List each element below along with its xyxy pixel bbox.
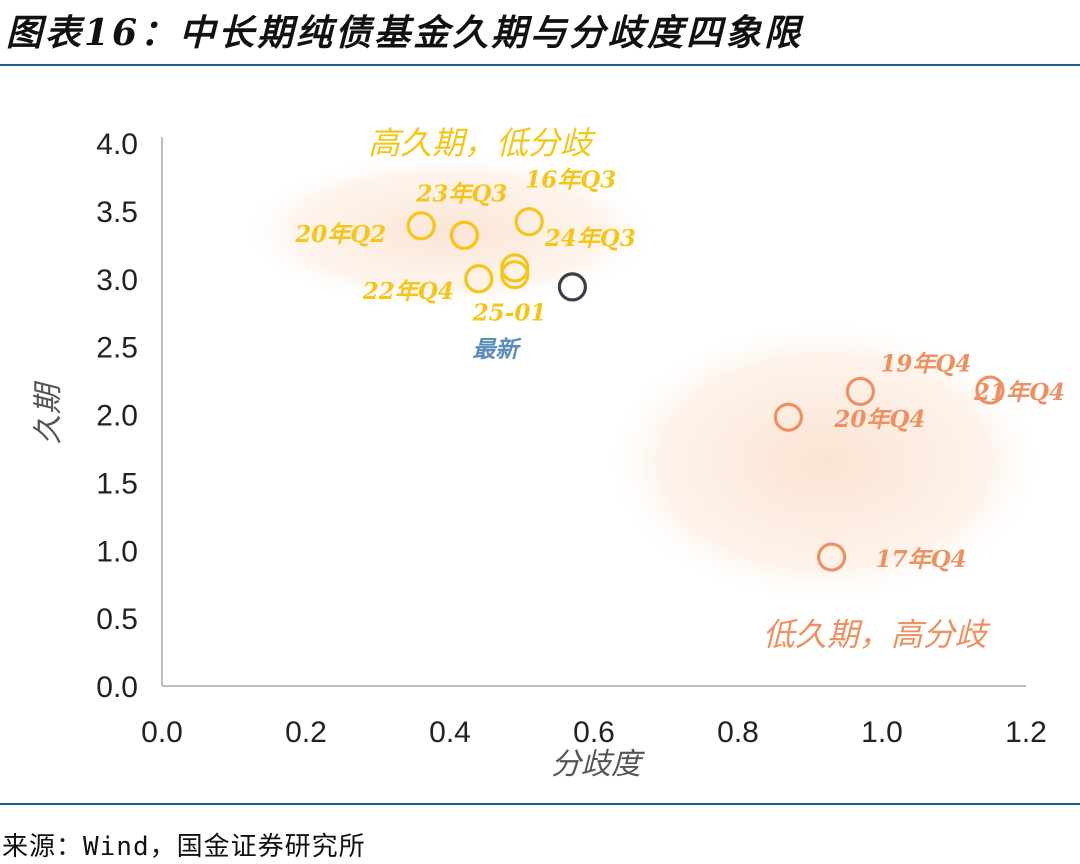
cluster-shade-high-duration: [240, 153, 660, 310]
data-point-label: 24年Q3: [544, 225, 636, 252]
chart-title: 图表16：中长期纯债基金久期与分歧度四象限: [6, 12, 804, 54]
y-axis-title: 久期: [31, 381, 66, 445]
data-point-label: 23年Q3: [415, 180, 507, 207]
data-point: [816, 542, 847, 572]
y-tick-label: 2.5: [96, 332, 138, 365]
top-divider: [0, 64, 1080, 66]
bottom-divider: [0, 803, 1080, 805]
y-tick-label: 1.0: [96, 535, 138, 568]
region-label: 高久期，低分歧: [368, 124, 596, 162]
data-point-label: 16年Q3: [525, 167, 616, 194]
data-point: [500, 253, 530, 283]
data-point-label: 20年Q2: [294, 221, 386, 248]
data-point: [773, 402, 804, 432]
y-tick-label: 0.0: [96, 671, 138, 704]
x-tick-label: 0.2: [285, 716, 327, 749]
x-tick-label: 0.0: [141, 716, 183, 749]
source-note: 来源：Wind，国金证券研究所: [2, 832, 366, 862]
y-tick-label: 3.0: [96, 264, 138, 297]
data-point: [845, 376, 876, 407]
region-label: 低久期，高分歧: [763, 615, 991, 653]
x-tick-label: 1.0: [861, 716, 903, 749]
data-point: [514, 207, 544, 237]
data-point-label: 25-01: [472, 300, 547, 327]
cluster-shade-high-divergence: [604, 320, 1045, 605]
data-point-label: 最新: [472, 336, 522, 363]
y-tick-label: 0.5: [96, 603, 138, 636]
data-point: [500, 260, 530, 290]
y-tick-label: 3.5: [96, 196, 138, 229]
data-point-label: 21年Q4: [973, 379, 1065, 406]
data-point-label: 22年Q4: [362, 278, 454, 305]
data-point: [449, 220, 479, 250]
data-point-label: 17年Q4: [876, 546, 967, 573]
y-tick-label: 1.5: [96, 467, 138, 500]
data-point: [464, 264, 494, 294]
x-tick-label: 1.2: [1005, 716, 1047, 749]
data-point-label: 19年Q4: [880, 350, 971, 377]
x-tick-label: 0.6: [573, 716, 615, 749]
data-point-label: 20年Q4: [833, 406, 925, 433]
data-point: [557, 272, 588, 302]
y-tick-label: 2.0: [96, 400, 138, 433]
data-point: [975, 375, 1005, 405]
x-axis-title: 分歧度: [551, 747, 645, 782]
data-point: [406, 211, 436, 241]
scatter-chart: 0.0 0.2 0.4 0.6 0.8 1.0 1.2 0.0 0.5 1.0 1.5 2.0 2.5 3…: [31, 124, 1065, 782]
y-tick-label: 4.0: [96, 128, 138, 161]
x-tick-label: 0.8: [717, 716, 759, 749]
x-tick-label: 0.4: [429, 716, 471, 749]
